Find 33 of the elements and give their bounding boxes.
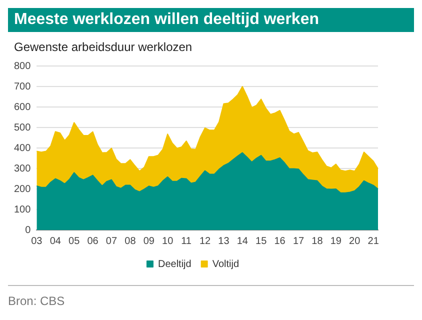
x-tick-label: 10 [162, 236, 174, 247]
y-tick-label: 0 [25, 224, 32, 236]
x-tick-label: 09 [143, 236, 155, 247]
y-tick-label: 400 [14, 142, 32, 154]
x-tick-label: 12 [199, 236, 212, 247]
x-tick-label: 04 [50, 236, 62, 247]
legend-label: Voltijd [212, 258, 240, 270]
chart-subtitle: Gewenste arbeidsduur werklozen [14, 40, 194, 54]
x-tick-label: 17 [292, 236, 305, 247]
x-tick-label: 19 [330, 236, 342, 247]
x-tick-label: 21 [368, 236, 380, 247]
x-tick-label: 15 [256, 236, 268, 247]
x-tick-label: 05 [68, 236, 80, 247]
x-tick-label: 13 [218, 236, 230, 247]
x-tick-label: 16 [274, 236, 286, 247]
legend-label: Deeltijd [158, 258, 192, 270]
y-tick-label: 800 [14, 60, 32, 72]
x-tick-label: 07 [106, 236, 118, 247]
x-tick-label: 06 [87, 236, 99, 247]
x-tick-label: 03 [31, 236, 43, 247]
x-tick-label: 20 [349, 236, 361, 247]
x-tick-label: 18 [312, 236, 324, 247]
y-tick-label: 700 [14, 81, 32, 92]
y-tick-label: 300 [14, 163, 32, 174]
x-tick-label: 11 [181, 236, 192, 247]
y-tick-label: 100 [14, 204, 32, 216]
y-tick-label: 600 [14, 102, 32, 113]
chart-title: Meeste werklozen willen deeltijd werken [8, 8, 414, 32]
x-tick-label: 08 [124, 236, 136, 247]
y-tick-label: 200 [14, 184, 32, 195]
text: Bron: CBS [8, 294, 66, 308]
y-tick-label: 500 [14, 122, 32, 134]
x-tick-label: 14 [236, 236, 248, 247]
